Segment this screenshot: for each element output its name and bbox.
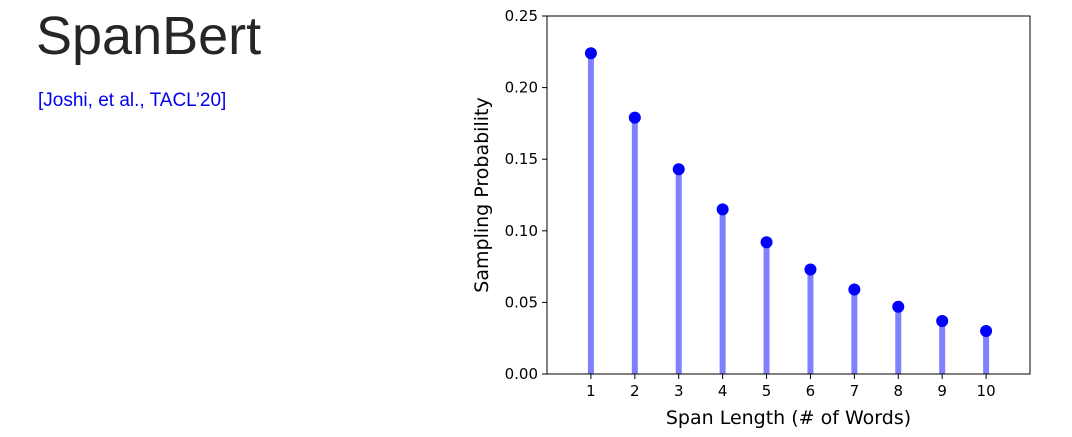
- x-tick-label: 3: [674, 382, 684, 400]
- y-tick-label: 0.20: [505, 79, 538, 97]
- plot-frame: [546, 15, 1031, 375]
- data-point: [892, 300, 905, 313]
- x-tick-label: 9: [937, 382, 947, 400]
- x-tick-label: 7: [850, 382, 860, 400]
- x-tick-label: 4: [718, 382, 728, 400]
- y-tick-label: 0.25: [505, 7, 538, 25]
- x-tick-label: 8: [893, 382, 903, 400]
- data-point: [804, 263, 817, 276]
- x-tick-label: 2: [630, 382, 640, 400]
- data-point: [848, 283, 861, 296]
- y-tick-label: 0.10: [505, 222, 538, 240]
- data-point: [672, 163, 685, 176]
- slide-title: SpanBert: [36, 6, 262, 66]
- data-point: [584, 47, 597, 60]
- y-tick-label: 0.15: [505, 150, 538, 168]
- data-point: [628, 111, 641, 124]
- y-tick-label: 0.00: [505, 365, 538, 383]
- y-tick-label: 0.05: [505, 293, 538, 311]
- citation-link[interactable]: [Joshi, et al., TACL’20]: [38, 90, 227, 111]
- data-point: [716, 203, 729, 216]
- data-point: [936, 315, 949, 328]
- x-tick-label: 1: [586, 382, 596, 400]
- data-point: [980, 325, 993, 338]
- x-axis-label: Span Length (# of Words): [666, 407, 911, 429]
- x-axis-ticks: 1 2 3 4 5 6 7 8 9 10: [586, 374, 996, 400]
- y-axis-ticks: 0.00 0.05 0.10 0.15 0.20 0.25: [505, 7, 547, 383]
- x-tick-label: 6: [806, 382, 816, 400]
- stem-lines: [587, 53, 990, 374]
- data-markers: [584, 47, 993, 338]
- data-point: [760, 236, 773, 249]
- x-tick-label: 10: [977, 382, 996, 400]
- x-tick-label: 5: [762, 382, 772, 400]
- y-axis-label: Sampling Probability: [471, 97, 493, 292]
